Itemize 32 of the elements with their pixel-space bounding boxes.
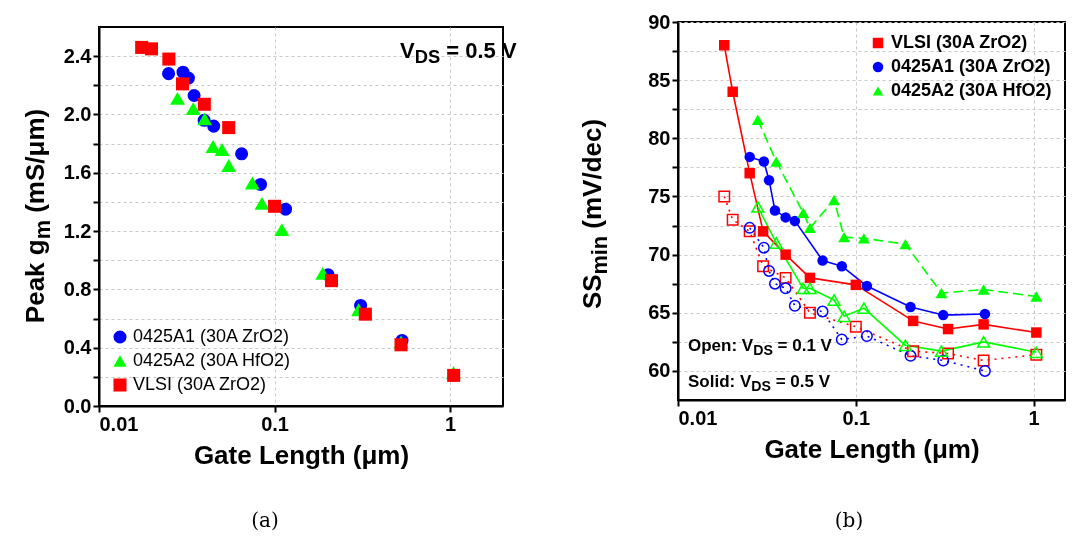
y-tick-label: 0.0 bbox=[63, 394, 92, 417]
legend-label: 0425A1 (30A ZrO2) bbox=[891, 56, 1051, 76]
y-tick-label: 65 bbox=[648, 301, 671, 324]
y-tick-label: 2.4 bbox=[63, 44, 93, 67]
y-tick-label: 85 bbox=[648, 68, 671, 91]
y-tick-label: 70 bbox=[648, 243, 671, 266]
y-tick-label: 2.0 bbox=[63, 102, 92, 125]
x-tick-label: 1 bbox=[1028, 406, 1040, 429]
x-tick-label: 1 bbox=[445, 412, 457, 435]
x-axis-title: Gate Length (μm) bbox=[193, 439, 410, 470]
y-tick-label: 60 bbox=[648, 359, 671, 382]
x-tick-label: 0.01 bbox=[678, 406, 718, 429]
legend-label: 0425A2 (30A HfO2) bbox=[133, 350, 291, 370]
x-tick-label: 0.1 bbox=[842, 406, 871, 429]
annotation: Solid: V$_{DS}$ = 0.5 V bbox=[688, 372, 831, 395]
y-tick-label: 0.4 bbox=[63, 336, 93, 359]
text: (a) bbox=[251, 508, 279, 532]
annotation: Open: V$_{DS}$ = 0.1 V bbox=[688, 336, 832, 359]
y-tick-label: 1.2 bbox=[63, 219, 92, 242]
legend-label: 0425A1 (30A ZrO2) bbox=[133, 326, 290, 346]
x-tick-label: 0.01 bbox=[99, 412, 139, 435]
y-tick-label: 0.8 bbox=[63, 277, 92, 300]
legend-label: 0425A2 (30A HfO2) bbox=[891, 80, 1052, 100]
x-tick-label: 0.1 bbox=[261, 412, 289, 435]
text: (b) bbox=[834, 508, 864, 532]
y-tick-label: 80 bbox=[648, 126, 671, 149]
legend-label: VLSI (30A ZrO2) bbox=[891, 32, 1028, 52]
y-tick-label: 75 bbox=[648, 184, 671, 207]
legend-label: VLSI (30A ZrO2) bbox=[133, 374, 267, 394]
y-tick-label: 1.6 bbox=[63, 161, 92, 184]
x-axis-title: Gate Length (μm) bbox=[764, 433, 980, 464]
y-tick-label: 90 bbox=[648, 10, 671, 33]
